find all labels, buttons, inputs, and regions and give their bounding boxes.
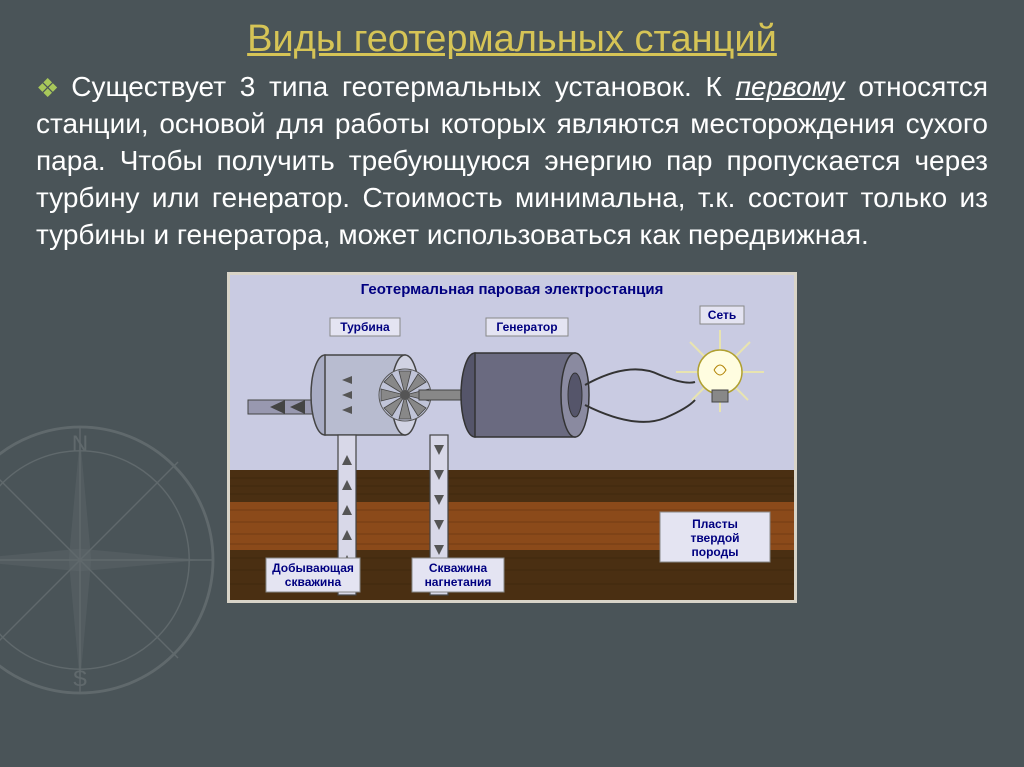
emphasized-word: первому [736,71,845,102]
diagram-title: Геотермальная паровая электростанция [230,275,794,300]
compass-decoration: N S W [0,420,220,700]
svg-text:скважина: скважина [285,575,342,589]
svg-text:S: S [73,666,88,691]
svg-text:N: N [72,431,88,456]
label-generator: Генератор [496,320,557,334]
svg-text:породы: породы [692,545,739,559]
turbine-icon [311,355,431,435]
label-turbine: Турбина [340,320,390,334]
svg-text:Добывающая: Добывающая [272,561,354,575]
svg-text:Скважина: Скважина [429,561,488,575]
diamond-bullet-icon: ❖ [36,73,65,103]
svg-text:твердой: твердой [690,531,739,545]
svg-text:нагнетания: нагнетания [425,575,492,589]
body-seg1: Существует 3 типа геотермальных установо… [71,71,735,102]
geothermal-diagram: Турбина Генератор Сеть Добывающая скважи… [230,300,794,600]
slide-title: Виды геотермальных станций [0,0,1024,61]
diagram-frame: Геотермальная паровая электростанция [227,272,797,603]
body-paragraph: ❖Существует 3 типа геотермальных установ… [0,61,1024,254]
svg-text:Пласты: Пласты [692,517,738,531]
label-grid: Сеть [708,308,736,322]
generator-icon [461,353,589,437]
